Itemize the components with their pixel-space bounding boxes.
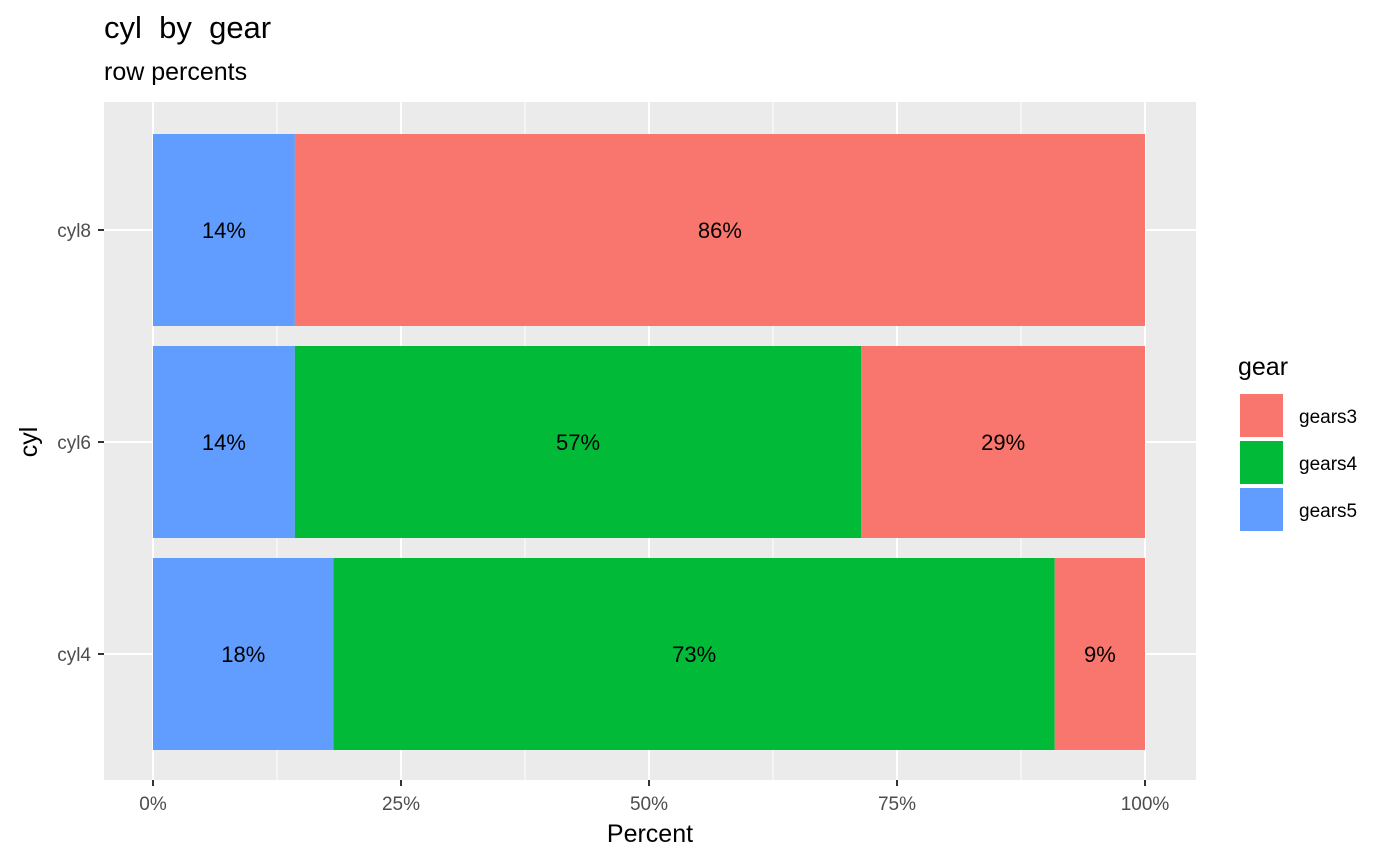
- bar-label-cyl8-gears5: 14%: [202, 218, 246, 243]
- chart-subtitle: row percents: [104, 58, 248, 86]
- bar-label-cyl6-gears5: 14%: [202, 430, 246, 455]
- x-tick-label: 75%: [878, 794, 916, 815]
- bar-label-cyl6-gears4: 57%: [556, 430, 600, 455]
- bar-cyl6-gears4: [294, 346, 862, 538]
- y-tick-label: cyl6: [57, 433, 91, 454]
- y-axis-title: cyl: [15, 427, 43, 458]
- x-tick-label: 0%: [139, 794, 167, 815]
- y-tick-label: cyl4: [57, 645, 91, 666]
- legend-label-gears5: gears5: [1299, 501, 1357, 522]
- legend-key-gears4: [1238, 439, 1285, 486]
- bar-label-cyl4-gears5: 18%: [221, 642, 265, 667]
- x-axis-title: Percent: [607, 820, 693, 848]
- bar-cyl4-gears5: [153, 558, 334, 750]
- axes: 0% 25% 50% 75% 100% cyl8 cyl6 cyl4: [57, 221, 1169, 815]
- bar-cyl6-gears3: [861, 346, 1145, 538]
- x-tick-label: 25%: [382, 794, 420, 815]
- y-tick-label: cyl8: [57, 221, 91, 242]
- bar-labels: 14% 86% 14% 57% 29% 18% 73% 9%: [202, 218, 1116, 667]
- bar-label-cyl6-gears3: 29%: [981, 430, 1025, 455]
- bar-label-cyl4-gears4: 73%: [672, 642, 716, 667]
- legend-key-gears3: [1238, 392, 1285, 439]
- legend-key-gears5: [1238, 486, 1285, 533]
- bar-cyl6-gears5: [153, 346, 295, 538]
- bar-label-cyl4-gears3: 9%: [1084, 642, 1116, 667]
- legend-label-gears4: gears4: [1299, 454, 1358, 475]
- legend-label-gears3: gears3: [1299, 407, 1357, 428]
- chart-title: cyl by gear: [104, 10, 272, 45]
- bar-label-cyl8-gears3: 86%: [698, 218, 742, 243]
- x-tick-label: 100%: [1121, 794, 1170, 815]
- bar-cyl4-gears4: [333, 558, 1055, 750]
- bars: [153, 134, 1146, 750]
- x-tick-label: 50%: [630, 794, 668, 815]
- bar-cyl8-gears3: [294, 134, 1146, 326]
- legend-title: gear: [1238, 353, 1288, 381]
- legend: gear gears3 gears4 gears5: [1238, 353, 1358, 533]
- bar-cyl8-gears5: [153, 134, 295, 326]
- bar-cyl4-gears3: [1054, 558, 1145, 750]
